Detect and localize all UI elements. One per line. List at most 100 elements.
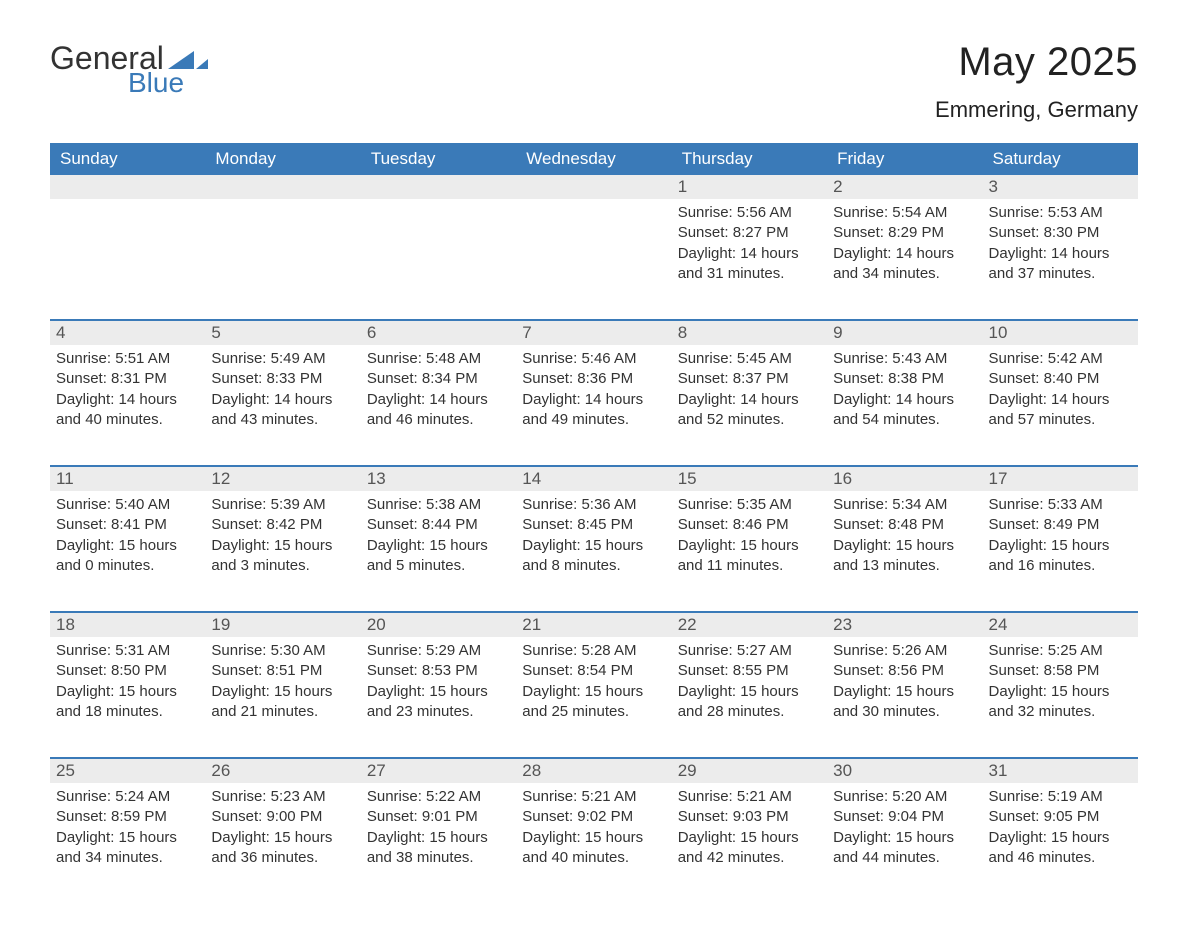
daylight-text: Daylight: 15 hours and 46 minutes. — [989, 828, 1132, 869]
sunrise-text: Sunrise: 5:51 AM — [56, 349, 199, 369]
daylight-text: Daylight: 15 hours and 16 minutes. — [989, 536, 1132, 577]
day-number: 18 — [50, 613, 205, 637]
sunset-text: Sunset: 9:02 PM — [522, 807, 665, 827]
day-number — [361, 175, 516, 199]
day-number: 16 — [827, 467, 982, 491]
header: General Blue May 2025 Emmering, Germany — [50, 40, 1138, 123]
sunset-text: Sunset: 8:34 PM — [367, 369, 510, 389]
sunrise-text: Sunrise: 5:22 AM — [367, 787, 510, 807]
calendar-day: 22Sunrise: 5:27 AMSunset: 8:55 PMDayligh… — [672, 613, 827, 733]
calendar-day: 16 Sunrise: 5:34 AMSunset: 8:48 PMDayligh… — [827, 467, 982, 587]
daylight-text: Daylight: 15 hours and 23 minutes. — [367, 682, 510, 723]
daylight-text: Daylight: 15 hours and 30 minutes. — [833, 682, 976, 723]
calendar-day: 31Sunrise: 5:19 AMSunset: 9:05 PMDayligh… — [983, 759, 1138, 879]
day-number: 24 — [983, 613, 1138, 637]
calendar-day: 23Sunrise: 5:26 AMSunset: 8:56 PMDayligh… — [827, 613, 982, 733]
weekday-header: Tuesday — [361, 143, 516, 175]
daylight-text: Daylight: 15 hours and 3 minutes. — [211, 536, 354, 577]
weekday-header: Friday — [827, 143, 982, 175]
daylight-text: Daylight: 14 hours and 43 minutes. — [211, 390, 354, 431]
day-number: 21 — [516, 613, 671, 637]
sunrise-text: Sunrise: 5:31 AM — [56, 641, 199, 661]
sunset-text: Sunset: 8:33 PM — [211, 369, 354, 389]
day-number: 17 — [983, 467, 1138, 491]
daylight-text: Daylight: 15 hours and 11 minutes. — [678, 536, 821, 577]
sunrise-text: Sunrise: 5:29 AM — [367, 641, 510, 661]
daylight-text: Daylight: 15 hours and 13 minutes. — [833, 536, 976, 577]
sunset-text: Sunset: 8:41 PM — [56, 515, 199, 535]
day-number: 3 — [983, 175, 1138, 199]
calendar-day: 1Sunrise: 5:56 AMSunset: 8:27 PMDaylight… — [672, 175, 827, 295]
calendar-week: 25Sunrise: 5:24 AMSunset: 8:59 PMDayligh… — [50, 757, 1138, 879]
calendar-day: 12Sunrise: 5:39 AMSunset: 8:42 PMDayligh… — [205, 467, 360, 587]
daylight-text: Daylight: 14 hours and 34 minutes. — [833, 244, 976, 285]
day-number: 5 — [205, 321, 360, 345]
day-number: 6 — [361, 321, 516, 345]
sunrise-text: Sunrise: 5:53 AM — [989, 203, 1132, 223]
sunset-text: Sunset: 9:05 PM — [989, 807, 1132, 827]
calendar-day: 30Sunrise: 5:20 AMSunset: 9:04 PMDayligh… — [827, 759, 982, 879]
daylight-text: Daylight: 15 hours and 0 minutes. — [56, 536, 199, 577]
calendar-day: 19Sunrise: 5:30 AMSunset: 8:51 PMDayligh… — [205, 613, 360, 733]
day-number: 10 — [983, 321, 1138, 345]
day-number: 15 — [672, 467, 827, 491]
day-number: 22 — [672, 613, 827, 637]
sunrise-text: Sunrise: 5:48 AM — [367, 349, 510, 369]
calendar-day: 9Sunrise: 5:43 AMSunset: 8:38 PMDaylight… — [827, 321, 982, 441]
sunrise-text: Sunrise: 5:39 AM — [211, 495, 354, 515]
sunset-text: Sunset: 8:48 PM — [833, 515, 976, 535]
sunrise-text: Sunrise: 5:28 AM — [522, 641, 665, 661]
calendar-day: 15Sunrise: 5:35 AMSunset: 8:46 PMDayligh… — [672, 467, 827, 587]
calendar-day: 27Sunrise: 5:22 AMSunset: 9:01 PMDayligh… — [361, 759, 516, 879]
sunrise-text: Sunrise: 5:20 AM — [833, 787, 976, 807]
sunset-text: Sunset: 8:37 PM — [678, 369, 821, 389]
sunrise-text: Sunrise: 5:25 AM — [989, 641, 1132, 661]
calendar-day — [205, 175, 360, 295]
calendar-day: 21Sunrise: 5:28 AMSunset: 8:54 PMDayligh… — [516, 613, 671, 733]
sunrise-text: Sunrise: 5:40 AM — [56, 495, 199, 515]
day-number: 19 — [205, 613, 360, 637]
calendar-day: 29Sunrise: 5:21 AMSunset: 9:03 PMDayligh… — [672, 759, 827, 879]
sunrise-text: Sunrise: 5:30 AM — [211, 641, 354, 661]
day-number: 7 — [516, 321, 671, 345]
sunrise-text: Sunrise: 5:24 AM — [56, 787, 199, 807]
day-number: 4 — [50, 321, 205, 345]
calendar: SundayMondayTuesdayWednesdayThursdayFrid… — [50, 143, 1138, 879]
day-number: 13 — [361, 467, 516, 491]
sunrise-text: Sunrise: 5:34 AM — [833, 495, 976, 515]
daylight-text: Daylight: 14 hours and 46 minutes. — [367, 390, 510, 431]
calendar-day: 14Sunrise: 5:36 AMSunset: 8:45 PMDayligh… — [516, 467, 671, 587]
daylight-text: Daylight: 15 hours and 8 minutes. — [522, 536, 665, 577]
weekday-header: Saturday — [983, 143, 1138, 175]
daylight-text: Daylight: 15 hours and 28 minutes. — [678, 682, 821, 723]
page-location: Emmering, Germany — [935, 97, 1138, 123]
sunset-text: Sunset: 8:46 PM — [678, 515, 821, 535]
day-number: 26 — [205, 759, 360, 783]
sunrise-text: Sunrise: 5:26 AM — [833, 641, 976, 661]
daylight-text: Daylight: 15 hours and 38 minutes. — [367, 828, 510, 869]
day-number: 31 — [983, 759, 1138, 783]
daylight-text: Daylight: 15 hours and 40 minutes. — [522, 828, 665, 869]
weekday-header: Monday — [205, 143, 360, 175]
sunset-text: Sunset: 9:01 PM — [367, 807, 510, 827]
weekday-header: Thursday — [672, 143, 827, 175]
calendar-week: 4Sunrise: 5:51 AMSunset: 8:31 PMDaylight… — [50, 319, 1138, 441]
sunset-text: Sunset: 8:54 PM — [522, 661, 665, 681]
day-number — [516, 175, 671, 199]
calendar-body: 1Sunrise: 5:56 AMSunset: 8:27 PMDaylight… — [50, 175, 1138, 879]
sunrise-text: Sunrise: 5:45 AM — [678, 349, 821, 369]
sunset-text: Sunset: 8:59 PM — [56, 807, 199, 827]
daylight-text: Daylight: 15 hours and 36 minutes. — [211, 828, 354, 869]
sunrise-text: Sunrise: 5:33 AM — [989, 495, 1132, 515]
sunset-text: Sunset: 8:53 PM — [367, 661, 510, 681]
calendar-week: 18Sunrise: 5:31 AMSunset: 8:50 PMDayligh… — [50, 611, 1138, 733]
page: General Blue May 2025 Emmering, Germany … — [0, 0, 1188, 929]
calendar-day: 10Sunrise: 5:42 AMSunset: 8:40 PMDayligh… — [983, 321, 1138, 441]
day-number: 11 — [50, 467, 205, 491]
sunset-text: Sunset: 9:04 PM — [833, 807, 976, 827]
sunset-text: Sunset: 9:03 PM — [678, 807, 821, 827]
calendar-day: 13Sunrise: 5:38 AMSunset: 8:44 PMDayligh… — [361, 467, 516, 587]
sunrise-text: Sunrise: 5:27 AM — [678, 641, 821, 661]
calendar-week: 11Sunrise: 5:40 AMSunset: 8:41 PMDayligh… — [50, 465, 1138, 587]
day-number: 14 — [516, 467, 671, 491]
